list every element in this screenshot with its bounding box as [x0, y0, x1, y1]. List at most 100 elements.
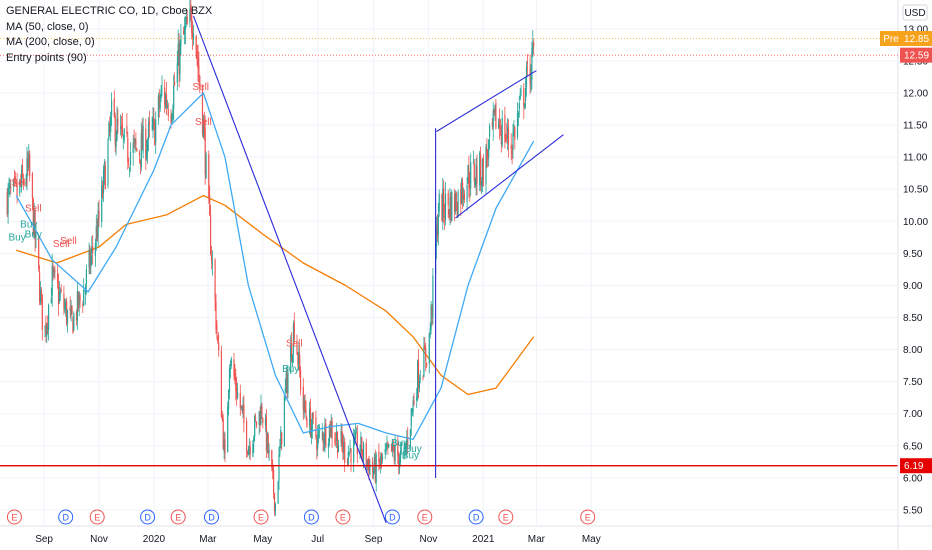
candle-body	[334, 440, 336, 442]
candle-body	[348, 451, 350, 455]
candle-body	[353, 438, 355, 463]
candle-body	[190, 4, 192, 12]
candle-body	[390, 443, 393, 451]
candle-body	[159, 100, 161, 109]
time-axis[interactable]: Sep Nov 2020 Mar May Jul Sep Nov 2021 Mar May	[35, 534, 601, 545]
candle-body	[287, 372, 289, 394]
price-tag-bg	[900, 458, 932, 474]
signals-layer: SellSellBuyBuyBuySellSellSellSellSellBuy…	[8, 82, 421, 462]
sell-signal: Sell	[25, 204, 42, 215]
ma50-line	[15, 92, 535, 441]
candle-body	[158, 96, 160, 108]
candle-body	[164, 87, 166, 105]
candle-body	[262, 418, 264, 423]
candle-body	[35, 234, 37, 238]
candle-body	[57, 285, 60, 305]
symbol-title[interactable]: GENERAL ELECTRIC CO, 1D, Cboe BZX	[6, 5, 213, 17]
price-tick-label: 7.50	[903, 377, 923, 388]
buy-signal: Buy	[404, 444, 421, 455]
ma200-legend[interactable]: MA (200, close, 0)	[6, 36, 95, 48]
candle-body	[424, 345, 426, 351]
candle-body	[411, 408, 413, 412]
candle-body	[133, 138, 135, 141]
candle-body	[210, 255, 213, 261]
candle-body	[39, 272, 41, 303]
dividend-marker	[468, 509, 484, 525]
candle-body	[109, 127, 111, 129]
candle-body	[387, 442, 389, 448]
candle-body	[406, 439, 408, 449]
candle-body	[208, 154, 210, 198]
candle-body	[115, 138, 117, 148]
earnings-marker	[417, 509, 433, 525]
candle-body	[284, 387, 286, 393]
candle-body	[394, 445, 396, 462]
candle-body	[45, 322, 47, 335]
entry-points-legend[interactable]: Entry points (90)	[6, 51, 87, 64]
candle-body	[523, 88, 525, 108]
candle-body	[7, 187, 9, 215]
buy-signal: Buy	[25, 229, 42, 240]
candle-body	[479, 153, 481, 185]
candle-body	[449, 196, 451, 217]
candle-body	[239, 392, 241, 408]
candle-body	[375, 454, 377, 483]
candle-body	[343, 442, 345, 451]
candle-body	[268, 450, 270, 453]
candle-body	[511, 150, 513, 154]
candle-body	[91, 246, 93, 254]
candle-body	[139, 159, 141, 164]
candle-body	[242, 407, 244, 412]
candle-body	[416, 396, 418, 401]
event-marker-label: E	[94, 513, 100, 523]
candle-body	[507, 126, 509, 140]
candle-body	[120, 126, 122, 129]
candle-body	[195, 35, 197, 54]
candle-body	[39, 289, 42, 303]
candle-body	[474, 181, 476, 186]
candle-body	[265, 415, 267, 451]
candle-body	[472, 161, 474, 163]
candle-body	[44, 325, 46, 327]
event-marker-label: E	[340, 513, 346, 523]
candle-body	[317, 434, 319, 448]
candle-body	[198, 65, 200, 78]
candle-body	[203, 120, 205, 131]
earnings-marker	[335, 509, 351, 525]
time-tick-label: Jul	[311, 534, 324, 545]
ma50-legend[interactable]: MA (50, close, 0)	[6, 20, 89, 33]
candle-body	[50, 298, 52, 304]
candle-body	[328, 424, 330, 443]
candle-body	[128, 164, 130, 165]
trendline	[436, 70, 537, 132]
event-marker-label: E	[175, 513, 181, 523]
candle-body	[75, 312, 78, 321]
candle-body	[393, 450, 395, 460]
candle-body	[297, 352, 299, 365]
candle-body	[97, 210, 99, 238]
candle-body	[259, 413, 261, 426]
candle-body	[494, 104, 496, 115]
candle-body	[292, 325, 294, 354]
time-tick-label: Mar	[199, 534, 217, 545]
price-axis[interactable]: 5.50 6.00 6.50 7.00 7.50 8.00 8.50 9.00 9.50 10.0…	[903, 24, 928, 516]
dividend-marker	[204, 509, 219, 525]
price-tags: Pre 12.85 12.59 6.19	[0, 30, 932, 474]
time-tick-label: Nov	[90, 534, 108, 545]
candle-body	[6, 192, 8, 215]
candle-body	[192, 32, 194, 38]
candle-body	[342, 442, 344, 454]
candle-body	[510, 145, 512, 150]
candle-body	[54, 269, 56, 273]
candle-body	[312, 412, 314, 419]
candle-body	[453, 193, 456, 213]
candle-body	[224, 439, 226, 454]
currency-badge[interactable]: USD	[902, 4, 928, 21]
candle-body	[41, 294, 43, 331]
candle-body	[19, 179, 21, 194]
candle-body	[493, 109, 495, 113]
candle-body	[73, 313, 75, 331]
candle-body	[96, 228, 98, 241]
event-marker-label: E	[258, 513, 264, 523]
